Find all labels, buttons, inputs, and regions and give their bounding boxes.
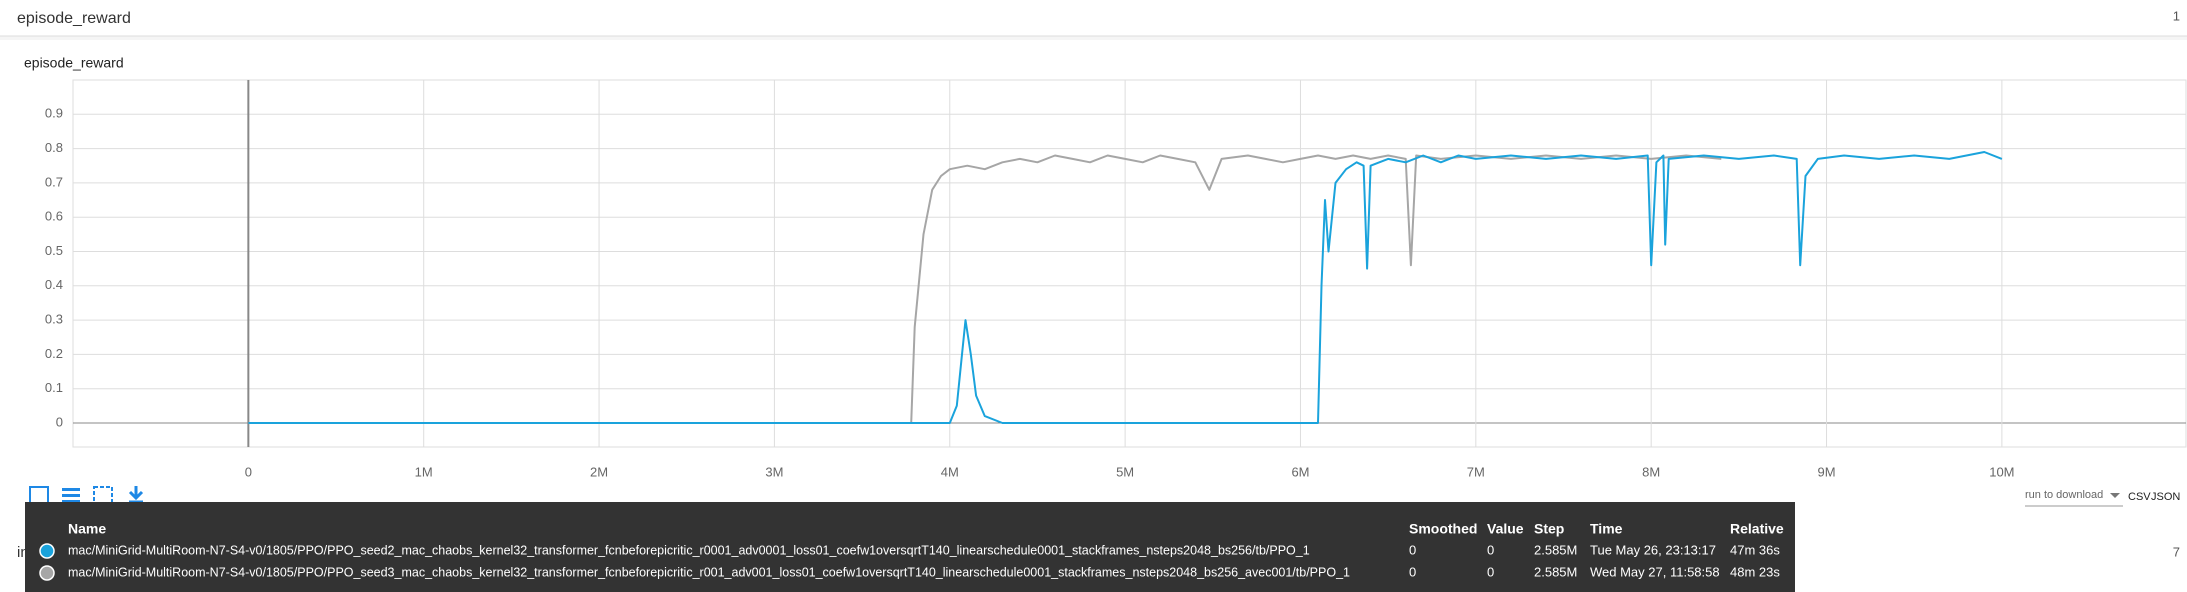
download-select[interactable]: run to download: [2025, 489, 2103, 501]
run-name: mac/MiniGrid-MultiRoom-N7-S4-v0/1805/PPO…: [68, 565, 1350, 579]
x-tick-label: 6M: [1291, 464, 1309, 479]
header-count: 1: [2173, 8, 2180, 23]
chart-card: [0, 40, 2187, 540]
x-tick-label: 8M: [1642, 464, 1660, 479]
column-header: Step: [1534, 521, 1564, 537]
json-link[interactable]: JSON: [2151, 491, 2180, 503]
cell-value: 0: [1487, 564, 1494, 579]
y-tick-label: 0.7: [45, 174, 63, 189]
chart-title: episode_reward: [24, 55, 124, 71]
cell-step: 2.585M: [1534, 564, 1577, 579]
y-tick-label: 0.9: [45, 106, 63, 121]
run-swatch: [39, 543, 55, 559]
cell-step: 2.585M: [1534, 542, 1577, 557]
header-title: episode_reward: [17, 10, 131, 27]
y-tick-label: 0.8: [45, 140, 63, 155]
column-header: Relative: [1730, 521, 1784, 537]
cell-relative: 48m 23s: [1730, 564, 1780, 579]
plot-frame: [72, 79, 2187, 448]
run-swatch: [39, 565, 55, 581]
tooltip-background: [25, 502, 1795, 592]
x-tick-label: 2M: [590, 464, 608, 479]
column-header: Time: [1590, 521, 1623, 537]
select-arrow[interactable]: [2110, 493, 2120, 498]
x-tick-label: 10M: [1989, 464, 2014, 479]
x-tick-label: 3M: [765, 464, 783, 479]
x-tick-label: 5M: [1116, 464, 1134, 479]
run-name: mac/MiniGrid-MultiRoom-N7-S4-v0/1805/PPO…: [68, 543, 1310, 557]
y-tick-label: 0: [56, 414, 63, 429]
column-header: Value: [1487, 521, 1524, 537]
x-tick-label: 9M: [1817, 464, 1835, 479]
series-line: [248, 151, 2003, 424]
x-tick-label: 1M: [415, 464, 433, 479]
cell-smoothed: 0: [1409, 542, 1416, 557]
cell-time: Tue May 26, 23:13:17: [1590, 542, 1716, 557]
x-tick-label: 7M: [1467, 464, 1485, 479]
column-header: Name: [68, 521, 106, 537]
y-tick-label: 0.4: [45, 277, 63, 292]
y-tick-label: 0.5: [45, 243, 63, 258]
y-tick-label: 0.3: [45, 312, 63, 327]
cell-relative: 47m 36s: [1730, 542, 1780, 557]
y-tick-label: 0.1: [45, 380, 63, 395]
cell-smoothed: 0: [1409, 564, 1416, 579]
y-tick-label: 0.2: [45, 346, 63, 361]
header-bar[interactable]: [0, 0, 2187, 36]
cell-time: Wed May 27, 11:58:58: [1590, 564, 1720, 579]
x-tick-label: 0: [245, 464, 252, 479]
x-tick-label: 4M: [941, 464, 959, 479]
cell-value: 0: [1487, 542, 1494, 557]
column-header: Smoothed: [1409, 521, 1477, 537]
next-panel-count: 7: [2173, 544, 2180, 559]
csv-link[interactable]: CSV: [2128, 491, 2151, 503]
list-icon[interactable]: [62, 488, 80, 503]
y-tick-label: 0.6: [45, 209, 63, 224]
plot: 0 0.1 0.2 0.3 0.4 0.5 0.6 0.7 0.8 0.9 0 1M 2M 3M 4M 5M 6…: [45, 79, 2187, 479]
tooltip: Name Smoothed Value Step Time Relative mac/Min…: [25, 502, 1795, 592]
